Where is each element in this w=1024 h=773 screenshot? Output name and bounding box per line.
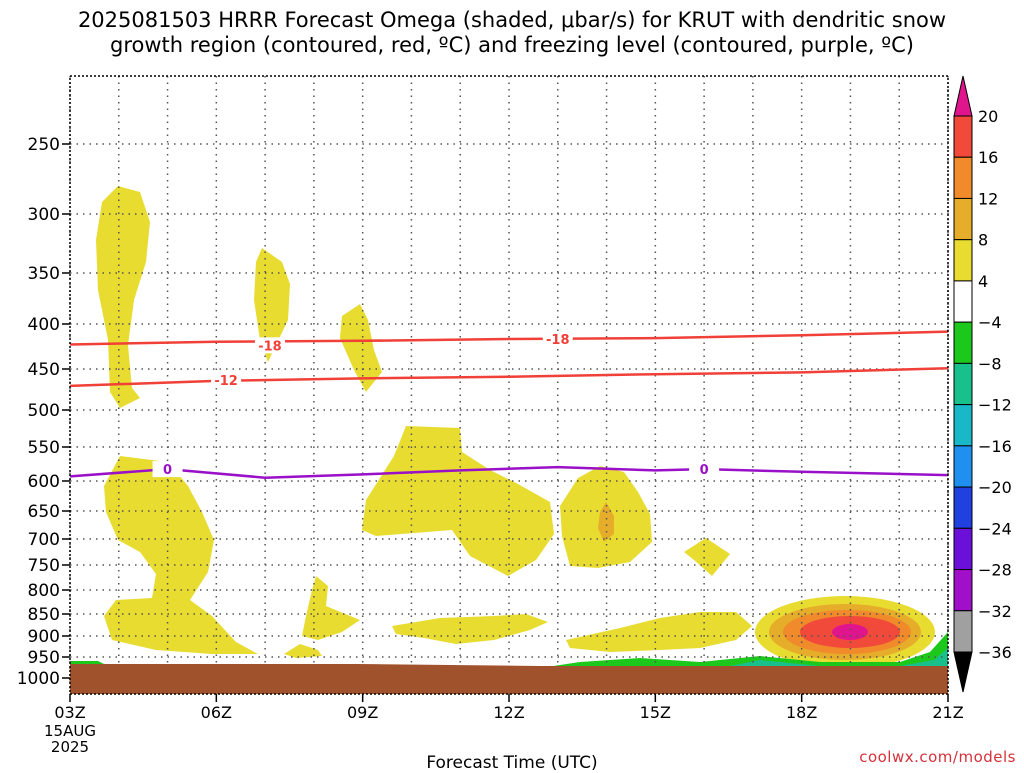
omega-max-20-plus (832, 624, 868, 640)
y-tick-label: 350 (28, 264, 60, 284)
omega-region-07z (254, 248, 290, 362)
colorbar-box (953, 404, 973, 447)
colorbar-label: −20 (978, 478, 1012, 497)
ground-terrain (70, 664, 948, 694)
omega-subsidence-teal (720, 648, 948, 668)
x-tick-label: 21Z (932, 703, 963, 722)
x-tick-label: 03Z (54, 703, 85, 722)
colorbar-box (953, 280, 973, 323)
colorbar-label: −32 (978, 602, 1012, 621)
y-tick-label: 700 (28, 530, 60, 550)
colorbar-box (953, 445, 973, 488)
chart-title-line-2: growth region (contoured, red, ºC) and f… (110, 33, 914, 57)
colorbar-label: 16 (978, 148, 998, 167)
contour-label: -18 (546, 333, 570, 348)
omega-region-upper-03z (96, 186, 150, 408)
y-tick-label: 950 (28, 648, 60, 668)
contour-label-bg (211, 372, 242, 389)
x-tick-label: 06Z (201, 703, 232, 722)
colorbar-box (953, 156, 973, 199)
colorbar-box (953, 115, 973, 158)
colorbar-bottom-arrow (953, 651, 973, 693)
colorbar-box (953, 321, 973, 364)
colorbar-label: −16 (978, 437, 1012, 456)
colorbar-box (953, 527, 973, 571)
credit-link[interactable]: coolwx.com/models (859, 748, 1016, 766)
omega-region-14z-strong (598, 502, 614, 542)
contour-label-bg (152, 461, 183, 478)
omega-region-small-08z (284, 644, 322, 658)
x-tick-label: 15Z (640, 703, 671, 722)
y-tick-label: 450 (28, 360, 60, 380)
contour-layer: -18 -18 -12 0 0 (69, 330, 949, 479)
contour-line-0 (69, 465, 949, 479)
colorbar-label: 8 (978, 231, 988, 250)
colorbar-label: −4 (978, 313, 1002, 332)
y-tick-label: 750 (28, 556, 60, 576)
contour-line--12 (69, 366, 949, 388)
x-tick-label: 09Z (347, 703, 378, 722)
contour-label: -12 (214, 374, 238, 389)
colorbar-box (953, 610, 973, 653)
shaded-omega-layer (70, 186, 948, 668)
contour-label-bg (254, 337, 285, 354)
contour-label: 0 (163, 463, 172, 478)
colorbar-box (953, 239, 973, 282)
omega-region-09z (340, 304, 382, 392)
omega-region-09z-13z (362, 426, 554, 576)
colorbar-label: −12 (978, 396, 1012, 415)
x-tick-label: 12Z (493, 703, 524, 722)
colorbar-label: 20 (978, 107, 998, 126)
colorbar-label: −28 (978, 561, 1012, 580)
y-tick-label: 1000 (17, 669, 60, 689)
y-tick-label: 550 (28, 438, 60, 458)
chart-title-line-1: 2025081503 HRRR Forecast Omega (shaded, … (77, 8, 947, 32)
y-tick-label: 300 (28, 205, 60, 225)
colorbar-box (953, 486, 973, 529)
contour-label: 0 (700, 463, 709, 478)
y-tick-label: 600 (28, 472, 60, 492)
colorbar-box (953, 197, 973, 241)
x-tick-label: 18Z (786, 703, 817, 722)
colorbar-label: −24 (978, 519, 1012, 538)
omega-region-lower-04z (104, 456, 258, 654)
x-date-label: 15AUG (44, 722, 96, 740)
colorbar-label: 12 (978, 189, 998, 208)
y-tick-label: 900 (28, 627, 60, 647)
y-axis: 2503003504004505005506006507007508008509… (17, 135, 70, 689)
y-tick-label: 800 (28, 581, 60, 601)
y-tick-label: 500 (28, 401, 60, 421)
y-tick-label: 850 (28, 605, 60, 625)
colorbar: 20 16 12 8 4 −4 −8 −12 −16 −20 −24 −28 −32 −36 (953, 75, 1012, 693)
omega-region-08z (302, 576, 360, 640)
omega-region-16z (684, 538, 730, 576)
omega-subsidence-green (540, 632, 948, 668)
omega-region-10z-17z (392, 614, 548, 644)
y-tick-label: 400 (28, 315, 60, 335)
colorbar-box (953, 362, 973, 406)
y-tick-label: 650 (28, 502, 60, 522)
y-tick-label: 250 (28, 135, 60, 155)
colorbar-label: 4 (978, 272, 988, 291)
x-date-label: 2025 (51, 738, 89, 756)
colorbar-label: −8 (978, 354, 1002, 373)
colorbar-label: −36 (978, 643, 1012, 662)
contour-label-bg (542, 330, 573, 347)
contour-line--18 (69, 330, 949, 346)
colorbar-top-arrow (953, 75, 973, 117)
contour-label: -18 (258, 339, 282, 354)
omega-region-14z-17z (566, 612, 752, 652)
contour-label-bg (689, 461, 720, 478)
colorbar-box (953, 569, 973, 612)
